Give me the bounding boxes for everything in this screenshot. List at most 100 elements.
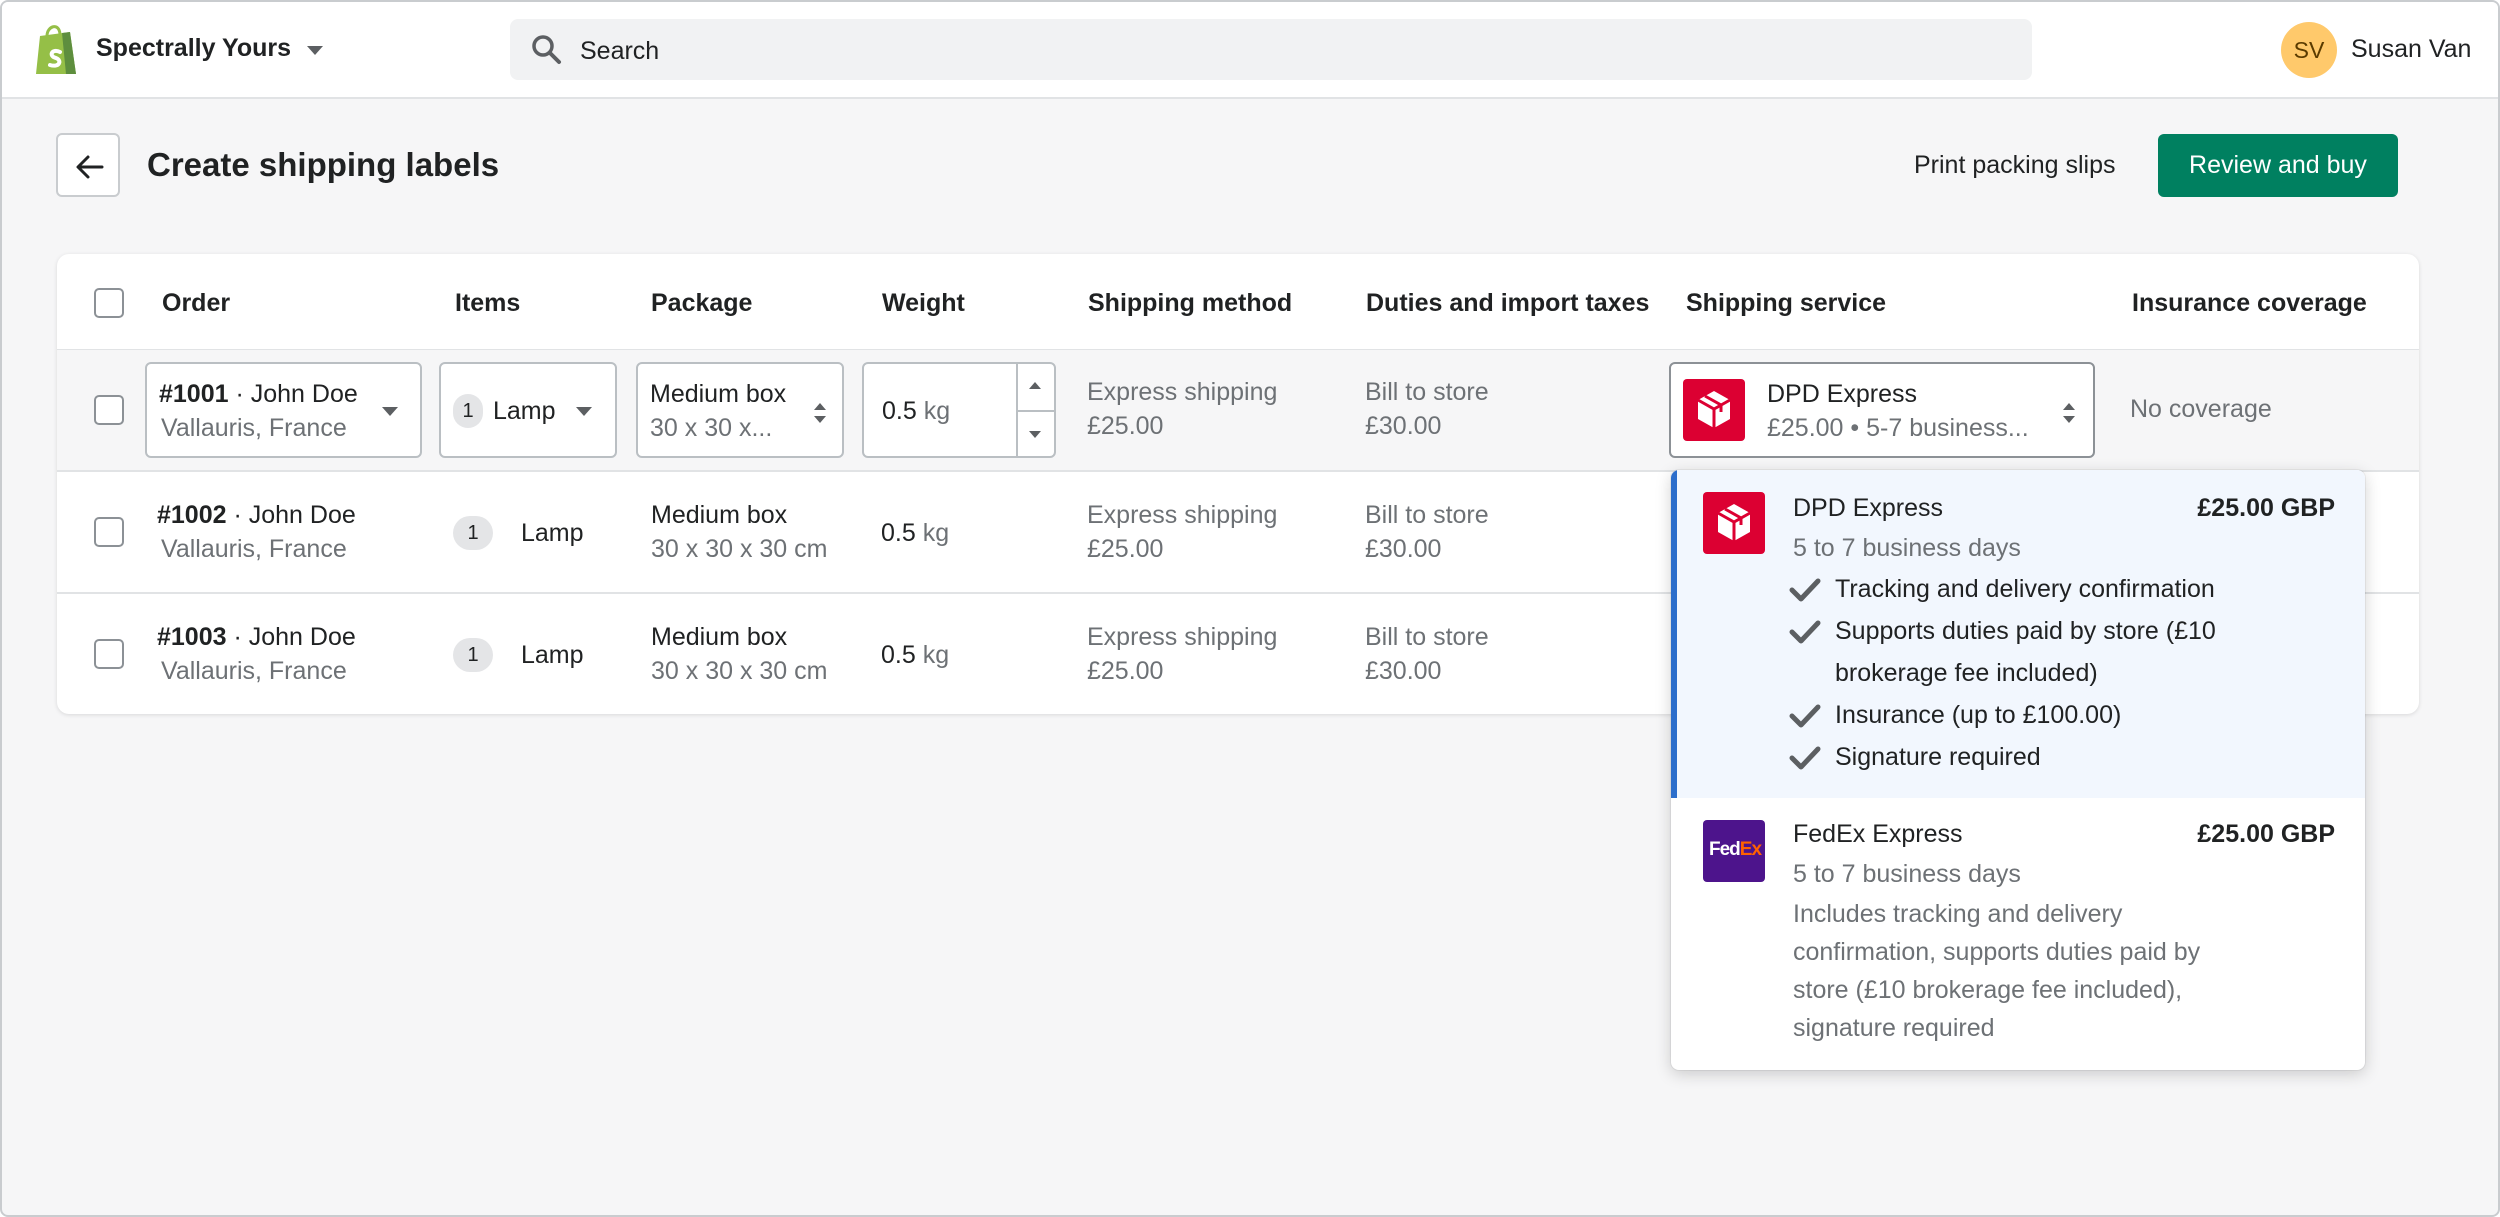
shipping-service-dropdown: DPD Express £25.00 GBP 5 to 7 business d… [1671,470,2365,1070]
item-name: Lamp [521,641,584,669]
header-items: Items [455,289,521,317]
feature-text: brokerage fee included) [1835,659,2098,687]
carrier-name: FedEx Express [1793,820,1963,848]
package-name: Medium box [651,501,788,529]
fedex-logo-fed: Fed [1709,839,1741,860]
stepper-down-icon[interactable] [1028,430,1042,440]
shipping-service-select[interactable]: DPD Express £25.00 • 5-7 business... [1669,362,2095,458]
header-insurance: Insurance coverage [2132,289,2367,317]
search-placeholder: Search [580,37,660,65]
order-select[interactable]: #1001 · John Doe Vallauris, France [145,362,422,458]
customer-name: · John Doe [226,501,356,529]
arrow-left-icon [76,155,104,179]
weight-unit: kg [922,641,950,669]
weight-value: 0.5 [881,641,916,669]
check-icon [1789,704,1821,728]
stepper-up-icon[interactable] [1028,380,1042,390]
duties-name: Bill to store [1365,501,1489,529]
row-checkbox[interactable] [94,395,124,425]
check-icon [1789,578,1821,602]
package-dims: 30 x 30 x 30 cm [651,657,828,685]
feature-text: Insurance (up to £100.00) [1835,701,2122,729]
duties-price: £30.00 [1365,412,1442,440]
insurance-value: No coverage [2130,395,2272,423]
header-shipping-service: Shipping service [1686,289,1887,317]
header-weight: Weight [882,289,965,317]
package-dims: 30 x 30 x 30 cm [651,535,828,563]
item-count-badge: 1 [453,516,493,550]
shopify-bag-icon [36,25,76,74]
order-cell[interactable]: #1003 · John Doe [157,623,356,652]
service-detail: £25.00 • 5-7 business... [1767,414,2029,442]
header-shipping-method: Shipping method [1088,289,1293,317]
chevron-down-icon [382,407,398,416]
item-count-badge: 1 [453,394,483,428]
row-checkbox[interactable] [94,639,124,669]
customer-name: · John Doe [226,623,356,651]
back-button[interactable] [56,133,120,197]
carrier-name: DPD Express [1793,494,1944,522]
delivery-time: 5 to 7 business days [1793,534,2021,562]
package-cube-icon [1697,391,1731,428]
item-name: Lamp [493,397,556,425]
order-location: Vallauris, France [161,414,347,442]
chevron-down-icon [576,407,592,416]
print-packing-slips-button[interactable]: Print packing slips [1914,151,2116,179]
package-name: Medium box [650,380,787,408]
stepper-divider [1016,410,1054,412]
option-description: Includes tracking and delivery [1793,900,2123,928]
items-select[interactable]: 1 Lamp [439,362,617,458]
fedex-logo-icon: FedEx [1703,820,1765,882]
header-order: Order [162,289,231,317]
avatar[interactable]: SV [2281,22,2337,78]
search-input[interactable]: Search [510,19,2032,80]
item-name: Lamp [521,519,584,547]
method-price: £25.00 [1087,657,1164,685]
package-dims: 30 x 30 x... [650,414,773,442]
user-name[interactable]: Susan Van [2351,35,2472,63]
customer-name: · John Doe [228,380,358,408]
duties-price: £30.00 [1365,657,1442,685]
method-price: £25.00 [1087,535,1164,563]
header-package: Package [651,289,753,317]
dpd-logo-icon [1683,379,1745,441]
chevron-down-icon[interactable] [306,45,324,57]
method-name: Express shipping [1087,501,1278,529]
package-name: Medium box [651,623,788,651]
order-id: #1001 [159,380,229,408]
weight-unit: kg [923,397,951,425]
select-arrows-icon [2063,403,2075,423]
dropdown-option-fedex[interactable]: FedEx FedEx Express £25.00 GBP 5 to 7 bu… [1671,798,2365,1070]
package-select[interactable]: Medium box 30 x 30 x... [636,362,844,458]
feature-text: Signature required [1835,743,2041,771]
order-location: Vallauris, France [161,657,347,685]
dpd-logo-icon [1703,492,1765,554]
duties-name: Bill to store [1365,378,1489,406]
package-cube-icon [1717,504,1751,541]
duties-name: Bill to store [1365,623,1489,651]
fedex-logo-ex: Ex [1739,839,1762,860]
method-price: £25.00 [1087,412,1164,440]
order-cell[interactable]: #1002 · John Doe [157,501,356,530]
weight-input[interactable]: 0.5 kg [862,362,1056,458]
row-checkbox[interactable] [94,517,124,547]
store-name[interactable]: Spectrally Yours [96,34,291,62]
option-description: signature required [1793,1014,1995,1042]
select-arrows-icon [814,403,826,423]
feature-text: Tracking and delivery confirmation [1835,575,2215,603]
method-name: Express shipping [1087,623,1278,651]
divider [57,470,2419,472]
weight-value: 0.5 [882,397,917,425]
select-all-checkbox[interactable] [94,288,124,318]
weight-value: 0.5 [881,519,916,547]
check-icon [1789,746,1821,770]
weight-unit: kg [922,519,950,547]
selected-indicator [1671,470,1677,798]
order-location: Vallauris, France [161,535,347,563]
feature-text: Supports duties paid by store (£10 [1835,617,2216,645]
method-name: Express shipping [1087,378,1278,406]
review-and-buy-button[interactable]: Review and buy [2158,134,2398,197]
dropdown-option-dpd[interactable]: DPD Express £25.00 GBP 5 to 7 business d… [1671,470,2365,798]
option-description: store (£10 brokerage fee included), [1793,976,2183,1004]
